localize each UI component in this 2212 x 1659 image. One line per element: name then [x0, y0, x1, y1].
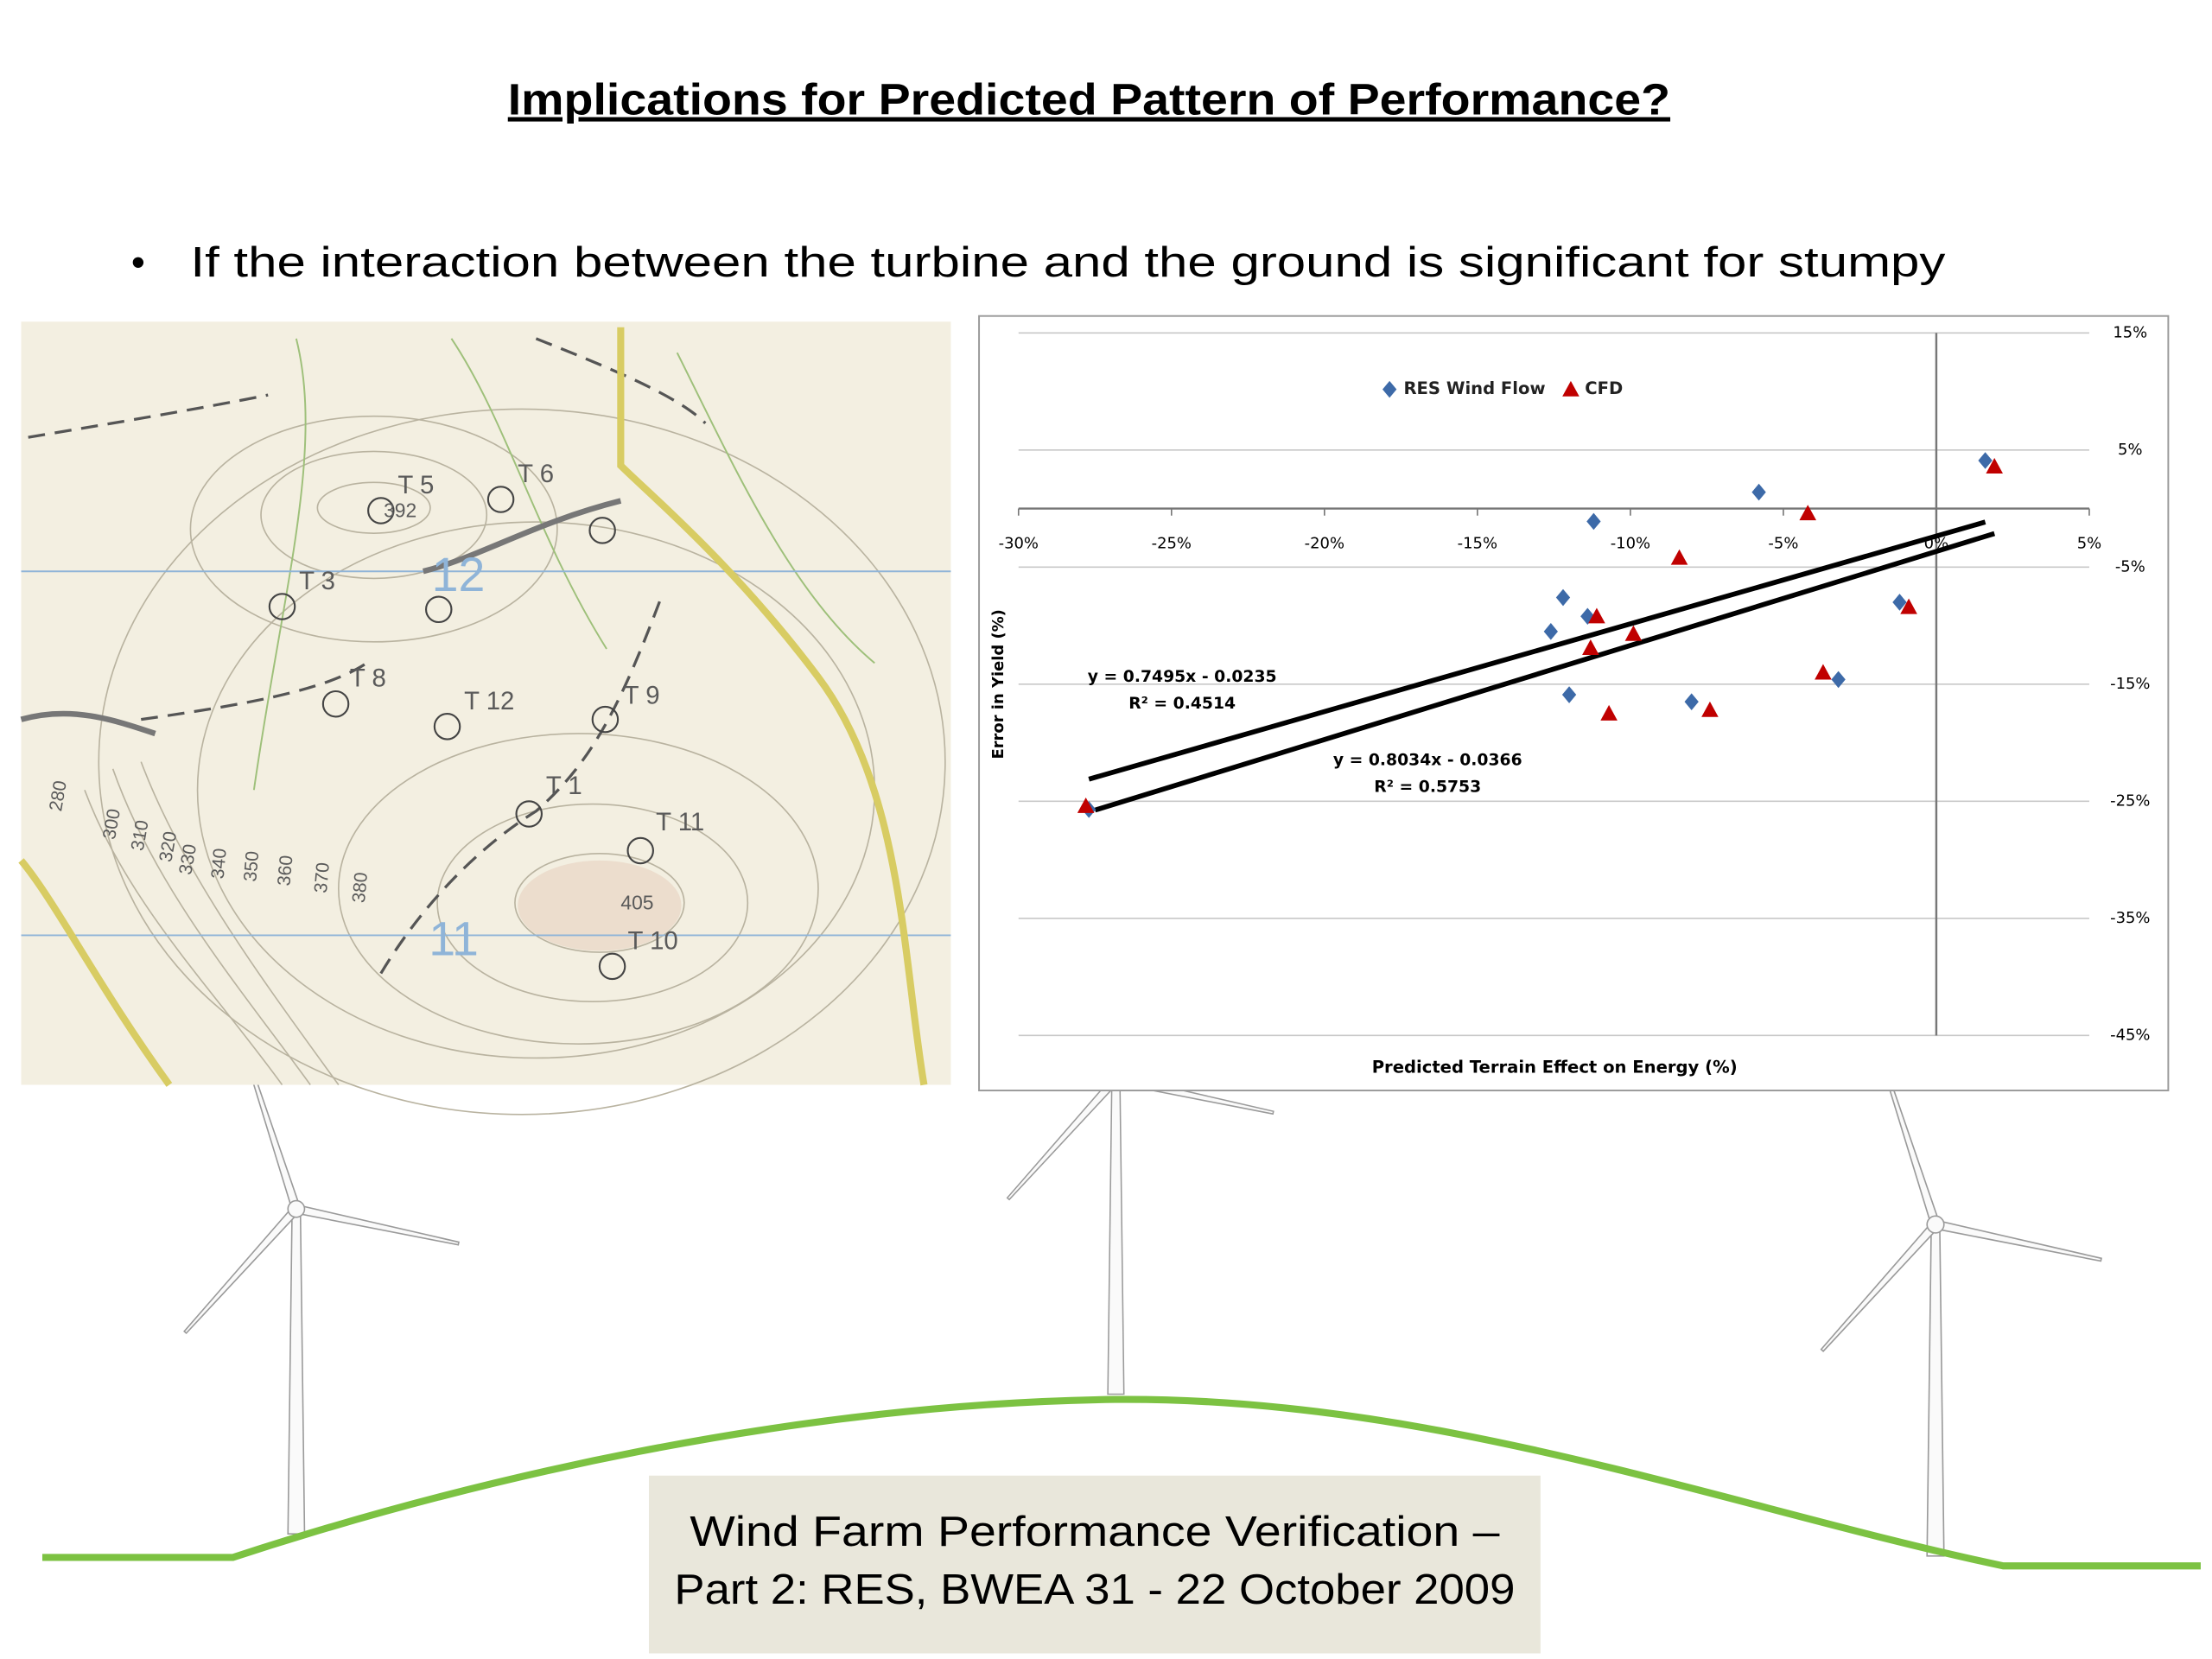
map-label: 370: [311, 861, 334, 893]
x-tick-label: -5%: [1768, 534, 1798, 552]
map-label: T 1: [546, 772, 582, 800]
diamond-marker: [1382, 380, 1397, 398]
x-tick-label: -10%: [1611, 534, 1650, 552]
y-tick-label: -45%: [2110, 1026, 2150, 1044]
trendline-r2: R² = 0.5753: [1374, 779, 1481, 797]
y-tick-label: 5%: [2118, 441, 2142, 459]
triangle-marker: [1799, 505, 1817, 521]
triangle-marker: [1701, 701, 1719, 717]
y-tick-label: -35%: [2110, 909, 2150, 927]
trendline: [1094, 531, 1996, 813]
x-tick-label: -20%: [1305, 534, 1344, 552]
bullet-dot: •: [131, 240, 145, 284]
y-tick-label: 15%: [2113, 323, 2147, 341]
trendline-equation: y = 0.8034x - 0.0366: [1333, 751, 1522, 769]
map-label: 360: [274, 855, 296, 887]
triangle-marker: [1624, 625, 1643, 641]
chart-frame: [978, 315, 2170, 1092]
bullet-text: If the interaction between the turbine a…: [190, 239, 1946, 286]
triangle-marker: [1986, 457, 2003, 474]
diamond-marker: [1751, 483, 1766, 501]
triangle-marker: [1562, 380, 1580, 397]
diamond-marker: [1561, 686, 1577, 703]
triangle-marker: [1588, 607, 1605, 624]
map-label: T 3: [299, 567, 335, 595]
x-tick-label: -25%: [1152, 534, 1192, 552]
legend-label: CFD: [1585, 378, 1623, 398]
turbine: [181, 1049, 461, 1535]
legend-label: RES Wind Flow: [1403, 378, 1545, 398]
trendline-r2: R² = 0.4514: [1128, 695, 1236, 713]
triangle-marker: [1815, 664, 1832, 680]
turbine: [1818, 1061, 2103, 1557]
map-label: 340: [208, 848, 231, 880]
terrain-map: T 5 392 T 6 T 3 12 T 8 T 12 T 9 T 1 T 11…: [18, 321, 951, 1116]
footer-box: [649, 1475, 1541, 1654]
y-tick-label: -5%: [2115, 557, 2145, 575]
y-axis-label: Error in Yield (%): [989, 609, 1007, 759]
trendline: [1088, 519, 1986, 782]
triangle-marker: [1670, 549, 1688, 565]
chart: Predicted Terrain Effect on Energy (%) E…: [978, 315, 2170, 1092]
map-label: T 6: [518, 460, 554, 488]
diamond-marker: [1892, 594, 1907, 611]
map-label: 350: [240, 850, 263, 882]
hill-line: [41, 1395, 2201, 1570]
map-background: [21, 321, 951, 1085]
map-label: T 9: [624, 681, 660, 709]
map-label: T 8: [350, 664, 386, 693]
y-tick-label: -15%: [2110, 675, 2150, 693]
x-axis-label: Predicted Terrain Effect on Energy (%): [1372, 1057, 1738, 1077]
map-label: 405: [620, 892, 653, 914]
x-tick-label: -30%: [999, 534, 1039, 552]
x-tick-label: -15%: [1458, 534, 1497, 552]
map-label: 392: [384, 499, 416, 522]
map-label: 380: [349, 872, 372, 904]
map-label: T 11: [656, 808, 704, 836]
triangle-marker: [1600, 704, 1618, 721]
diamond-marker: [1831, 671, 1846, 689]
map-label: 12: [432, 548, 486, 601]
map-label: 11: [429, 912, 479, 965]
map-label: T 10: [628, 926, 678, 955]
slide-title: Implications for Predicted Pattern of Pe…: [508, 75, 1670, 124]
triangle-marker: [1582, 639, 1599, 655]
footer-line: Wind Farm Performance Verification –: [690, 1509, 1500, 1555]
triangle-marker: [1077, 797, 1095, 813]
x-tick-label: 5%: [2077, 534, 2101, 552]
footer-line: Part 2: RES, BWEA 31 - 22 October 2009: [674, 1567, 1515, 1613]
triangle-marker: [1900, 598, 1917, 614]
map-label: T 12: [464, 687, 514, 715]
trendline-equation: y = 0.7495x - 0.0235: [1088, 668, 1277, 686]
map-label: T 5: [397, 471, 434, 499]
y-tick-label: -25%: [2110, 791, 2150, 810]
